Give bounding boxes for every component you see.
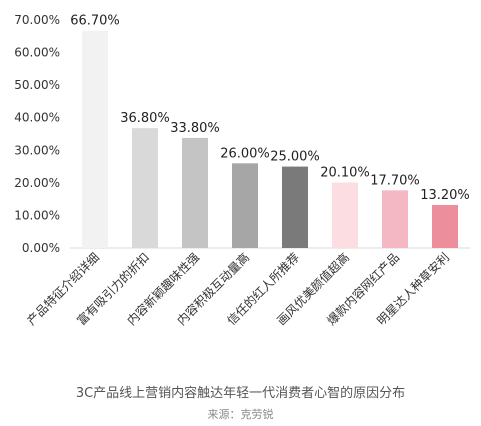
y-tick-label: 70.00%: [14, 13, 60, 27]
y-tick-label: 60.00%: [14, 46, 60, 60]
bar-value-label: 25.00%: [270, 150, 320, 165]
bar: [232, 163, 258, 248]
bar-value-label: 26.00%: [220, 146, 270, 161]
chart-caption: 3C产品线上营销内容触达年轻一代消费者心智的原因分布: [75, 386, 406, 401]
bar: [132, 128, 158, 248]
bar: [182, 137, 208, 248]
bar: [332, 182, 358, 248]
y-tick-label: 50.00%: [14, 78, 60, 92]
bar: [82, 30, 108, 249]
bar-value-label: 33.80%: [170, 121, 220, 136]
y-tick-label: 0.00%: [22, 241, 60, 255]
bar: [432, 205, 458, 248]
bar-value-label: 66.70%: [70, 14, 120, 29]
y-tick-label: 30.00%: [14, 143, 60, 157]
y-tick-label: 40.00%: [14, 111, 60, 125]
bar: [382, 190, 408, 248]
chart-source: 来源：克劳锐: [207, 408, 274, 421]
bar-value-label: 20.10%: [320, 166, 370, 181]
bar-value-label: 36.80%: [120, 111, 170, 126]
bar-value-label: 17.70%: [370, 173, 420, 188]
y-tick-label: 20.00%: [14, 176, 60, 190]
bar: [282, 166, 308, 248]
y-tick-label: 10.00%: [14, 208, 60, 222]
bar-value-label: 13.20%: [420, 188, 470, 203]
